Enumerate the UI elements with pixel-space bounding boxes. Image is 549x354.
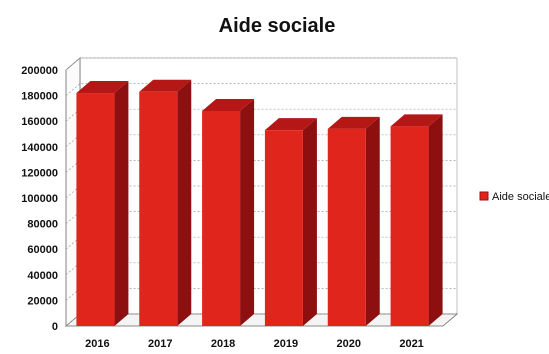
x-tick-label: 2020 <box>337 338 361 350</box>
bar-front <box>390 126 429 326</box>
bar-2021 <box>390 114 443 326</box>
bar-side <box>302 118 317 326</box>
gridline <box>65 108 457 122</box>
bar-front <box>264 130 303 326</box>
y-tick-label: 60000 <box>27 244 58 256</box>
bar-top <box>76 81 129 94</box>
legend-swatch <box>479 191 489 201</box>
y-tick-label: 120000 <box>21 167 58 179</box>
bar-2019 <box>264 118 317 326</box>
gridline <box>65 57 457 71</box>
bar-2017 <box>139 79 192 326</box>
y-tick-label: 200000 <box>21 65 58 77</box>
y-tick-label: 20000 <box>27 295 58 307</box>
y-tick-label: 40000 <box>27 270 58 282</box>
y-tick-label: 160000 <box>21 116 58 128</box>
bar-2018 <box>202 98 255 327</box>
x-tick-label: 2017 <box>148 338 172 350</box>
bar-2020 <box>327 116 380 326</box>
y-tick-label: 180000 <box>21 91 58 103</box>
x-tick-label: 2019 <box>274 338 298 350</box>
y-tick-label: 80000 <box>27 219 58 231</box>
y-tick-label: 100000 <box>21 193 58 205</box>
bar-front <box>76 93 115 326</box>
bar-top <box>327 116 380 129</box>
legend: Aide sociale <box>479 191 549 203</box>
bar-front <box>139 91 178 326</box>
y-tick-label: 0 <box>52 321 58 333</box>
bar-side <box>428 114 443 326</box>
gridline <box>65 83 457 96</box>
bar-side <box>365 116 380 326</box>
y-axis-ticks: 0 20000 40000 60000 80000 100000 120000 140000 1… <box>21 65 58 333</box>
bar-top <box>264 118 317 131</box>
bar-side <box>240 98 255 327</box>
x-axis-ticks: 2016 2017 2018 2019 2020 2021 <box>85 338 424 350</box>
bar-2016 <box>76 81 129 326</box>
bar-front <box>202 110 241 327</box>
bars <box>76 79 443 327</box>
bar-side <box>177 79 192 326</box>
chart-title: Aide sociale <box>219 15 336 37</box>
bar-side <box>114 81 129 326</box>
x-tick-label: 2016 <box>85 338 109 350</box>
y-tick-label: 140000 <box>21 142 58 154</box>
bar-top <box>139 79 192 92</box>
bar-front <box>327 128 366 326</box>
bar-top <box>390 114 443 127</box>
x-tick-label: 2018 <box>211 338 235 350</box>
x-tick-label: 2021 <box>399 338 423 350</box>
legend-label: Aide sociale <box>492 191 549 203</box>
bar-top <box>202 98 255 111</box>
